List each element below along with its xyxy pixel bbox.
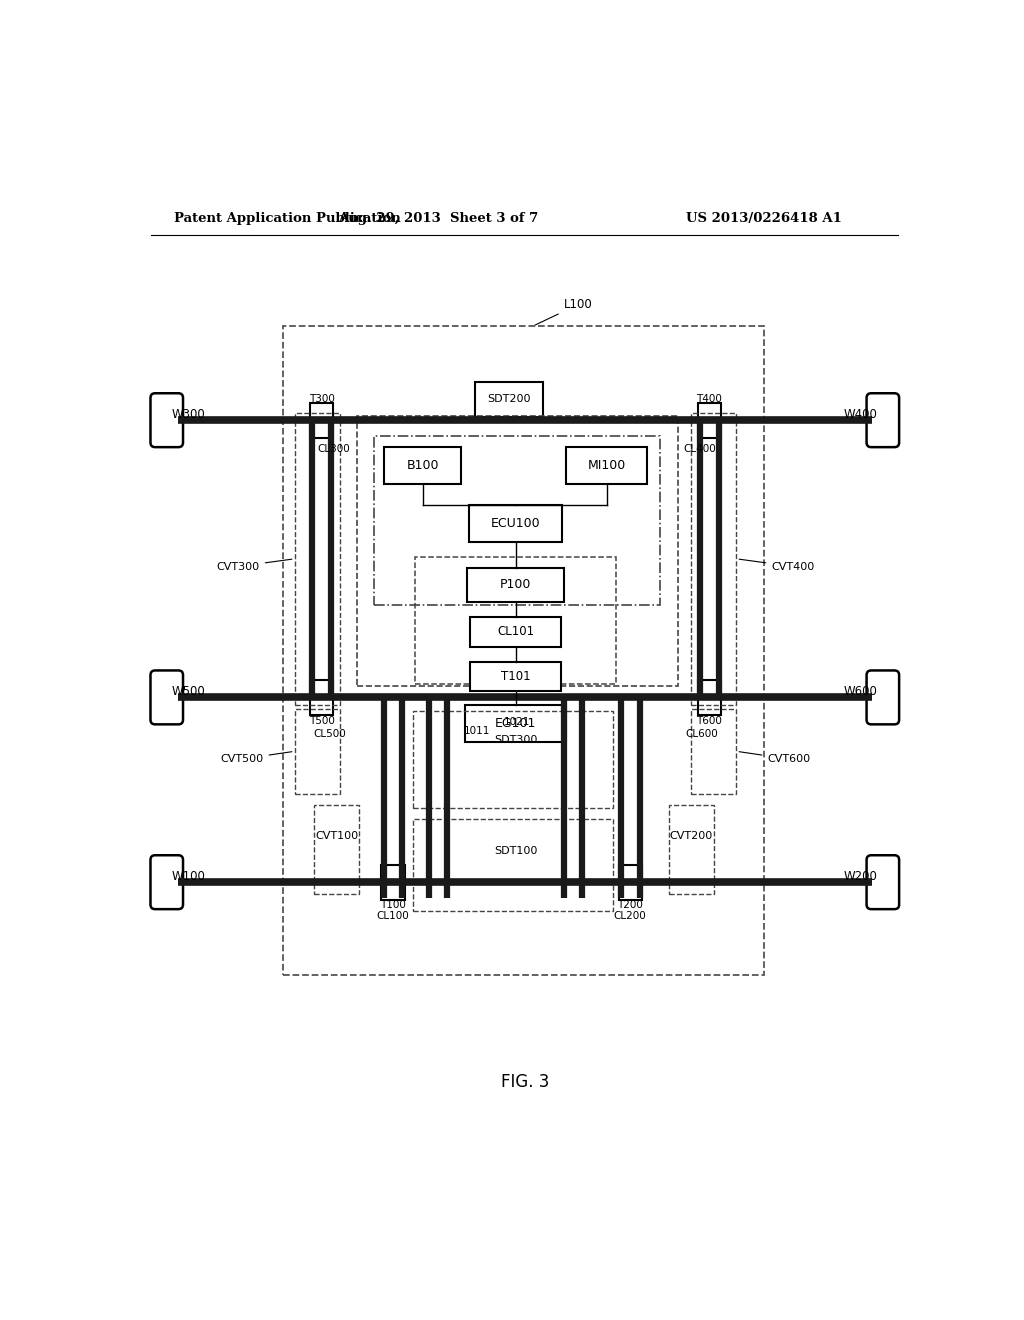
Text: Patent Application Publication: Patent Application Publication [174,213,401,224]
Text: CL500: CL500 [313,730,346,739]
Bar [465,705,566,742]
Bar [697,680,721,714]
Bar [697,403,721,437]
Text: Aug. 29, 2013  Sheet 3 of 7: Aug. 29, 2013 Sheet 3 of 7 [338,213,539,224]
Bar [415,557,616,684]
Bar [381,865,404,899]
Bar [295,413,340,705]
Bar [310,403,334,437]
Text: SDT100: SDT100 [494,846,538,857]
Bar [310,680,334,714]
Text: CVT100: CVT100 [315,832,358,841]
FancyBboxPatch shape [866,393,899,447]
Text: EG101: EG101 [495,717,537,730]
Bar [295,709,340,793]
Text: B100: B100 [407,459,438,473]
FancyBboxPatch shape [866,671,899,725]
Bar [691,709,736,793]
Bar [467,568,564,602]
Bar [384,447,461,484]
Bar [470,663,561,692]
Text: T500: T500 [309,715,335,726]
Text: CVT300: CVT300 [217,560,292,572]
Text: MI100: MI100 [588,459,626,473]
Text: T600: T600 [696,715,722,726]
Text: CVT600: CVT600 [739,751,811,764]
Text: CVT400: CVT400 [739,560,814,572]
Text: CL101: CL101 [497,626,535,639]
Text: 1021: 1021 [504,717,530,727]
Text: CL300: CL300 [317,445,350,454]
Text: W600: W600 [844,685,878,698]
Bar [470,618,561,647]
Bar [618,865,642,899]
Text: ECU100: ECU100 [490,517,541,529]
Text: FIG. 3: FIG. 3 [501,1073,549,1092]
Text: CL600: CL600 [685,730,718,739]
Text: W400: W400 [844,408,878,421]
Text: T200: T200 [617,900,643,911]
Bar [566,447,647,484]
Text: L100: L100 [536,298,592,325]
Text: SDT300: SDT300 [494,735,538,744]
FancyBboxPatch shape [151,671,183,725]
FancyBboxPatch shape [866,855,899,909]
Text: CL400: CL400 [684,445,717,454]
Text: W500: W500 [172,685,206,698]
Text: SDT200: SDT200 [487,395,531,404]
Text: W100: W100 [172,870,206,883]
FancyBboxPatch shape [151,393,183,447]
Text: CVT500: CVT500 [220,751,292,764]
Bar [691,413,736,705]
Text: P100: P100 [500,578,531,591]
Bar [414,711,613,808]
Text: US 2013/0226418 A1: US 2013/0226418 A1 [685,213,842,224]
Text: W300: W300 [172,408,206,421]
Text: T101: T101 [501,671,530,684]
Bar [669,805,714,894]
Bar [375,436,659,605]
Text: CL200: CL200 [613,911,646,921]
Bar [414,818,613,911]
Text: CVT200: CVT200 [670,832,713,841]
Text: W200: W200 [844,870,878,883]
Bar [314,805,359,894]
Text: T400: T400 [696,393,722,404]
Text: CL100: CL100 [377,911,410,921]
Bar [283,326,764,974]
Text: T100: T100 [380,900,406,911]
Text: T300: T300 [309,393,335,404]
Text: 1011: 1011 [464,726,489,737]
Bar [356,416,678,686]
Bar [469,506,562,543]
FancyBboxPatch shape [151,855,183,909]
Bar [475,381,544,417]
